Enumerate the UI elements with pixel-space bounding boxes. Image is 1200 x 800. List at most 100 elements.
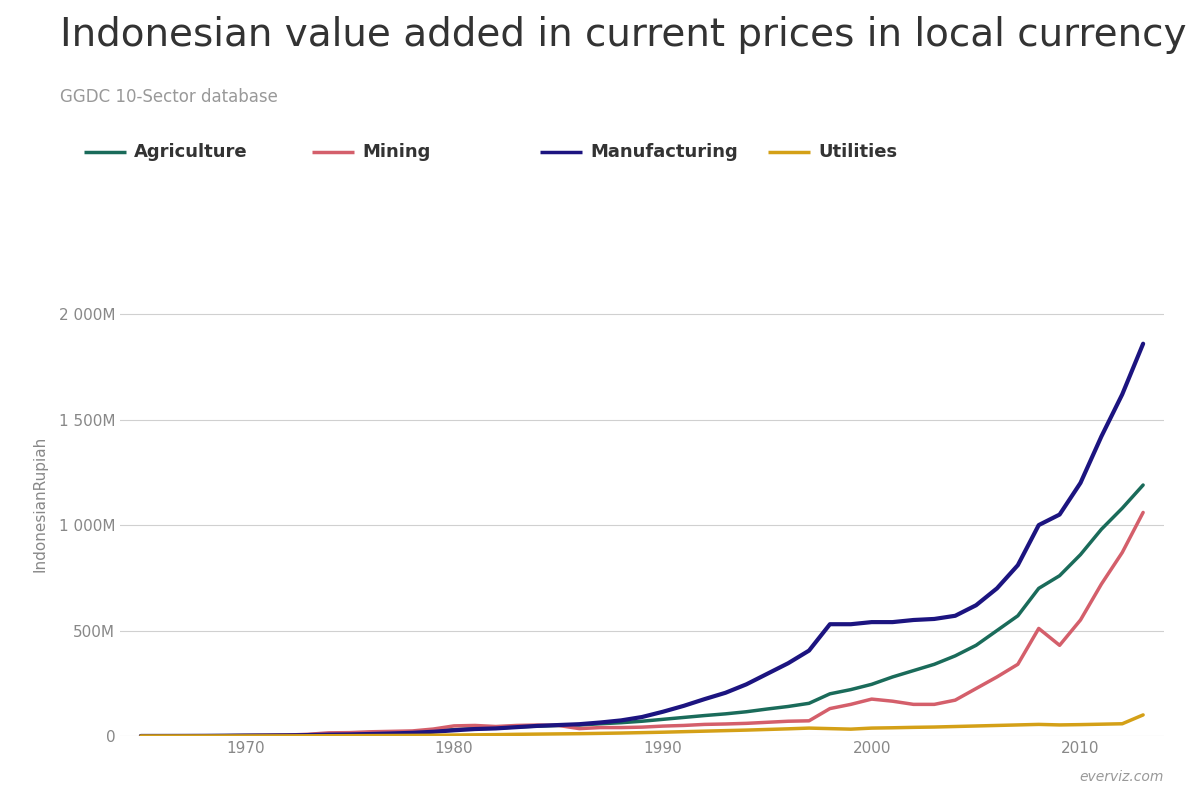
Mining	[906, 699, 920, 709]
Mining	[384, 726, 398, 736]
Utilities	[280, 731, 294, 741]
Manufacturing	[280, 730, 294, 740]
Mining	[572, 724, 587, 734]
Utilities	[823, 724, 838, 734]
Utilities	[635, 728, 649, 738]
Manufacturing	[510, 722, 524, 732]
Mining	[1073, 615, 1087, 625]
Utilities	[510, 730, 524, 739]
Mining	[593, 722, 607, 732]
Mining	[488, 722, 503, 731]
Manufacturing	[1052, 510, 1067, 519]
Utilities	[446, 730, 461, 740]
Mining	[301, 730, 316, 739]
Manufacturing	[551, 720, 565, 730]
Agriculture	[322, 730, 336, 739]
Mining	[823, 704, 838, 714]
Agriculture	[886, 672, 900, 682]
Agriculture	[844, 685, 858, 694]
Utilities	[175, 731, 190, 741]
Mining	[197, 731, 211, 741]
Mining	[928, 699, 942, 709]
Utilities	[864, 723, 878, 733]
Agriculture	[948, 651, 962, 661]
Manufacturing	[990, 583, 1004, 593]
Agriculture	[928, 659, 942, 669]
Manufacturing	[530, 721, 545, 730]
Agriculture	[1094, 525, 1109, 534]
Utilities	[781, 724, 796, 734]
Agriculture	[133, 731, 148, 741]
Mining	[739, 718, 754, 728]
Agriculture	[719, 709, 733, 718]
Mining	[364, 727, 378, 737]
Mining	[781, 717, 796, 726]
Mining	[1052, 641, 1067, 650]
Manufacturing	[781, 658, 796, 668]
Agriculture	[1052, 571, 1067, 581]
Utilities	[1032, 720, 1046, 730]
Mining	[1032, 624, 1046, 634]
Mining	[551, 721, 565, 730]
Agriculture	[426, 726, 440, 736]
Mining	[133, 731, 148, 741]
Manufacturing	[238, 731, 252, 741]
Text: Manufacturing: Manufacturing	[590, 143, 738, 161]
Agriculture	[384, 728, 398, 738]
Manufacturing	[948, 611, 962, 621]
Mining	[446, 721, 461, 730]
Mining	[1115, 548, 1129, 558]
Text: Indonesian value added in current prices in local currency: Indonesian value added in current prices…	[60, 16, 1187, 54]
Agriculture	[697, 710, 712, 720]
Manufacturing	[364, 729, 378, 738]
Agriculture	[906, 666, 920, 675]
Mining	[844, 699, 858, 709]
Manufacturing	[446, 726, 461, 735]
Manufacturing	[217, 731, 232, 741]
Mining	[760, 718, 774, 727]
Agriculture	[468, 724, 482, 734]
Utilities	[406, 730, 420, 740]
Manufacturing	[133, 731, 148, 741]
Agriculture	[510, 722, 524, 732]
Utilities	[968, 721, 983, 730]
Manufacturing	[823, 619, 838, 629]
Manufacturing	[719, 688, 733, 698]
Agriculture	[238, 730, 252, 740]
Manufacturing	[572, 719, 587, 729]
Manufacturing	[322, 730, 336, 739]
Utilities	[697, 726, 712, 736]
Mining	[238, 730, 252, 740]
Utilities	[677, 727, 691, 737]
Agriculture	[593, 719, 607, 729]
Manufacturing	[886, 618, 900, 627]
Utilities	[990, 721, 1004, 730]
Manufacturing	[928, 614, 942, 624]
Utilities	[906, 722, 920, 732]
Mining	[175, 731, 190, 741]
Agriculture	[1032, 583, 1046, 593]
Manufacturing	[406, 728, 420, 738]
Utilities	[1073, 720, 1087, 730]
Manufacturing	[468, 724, 482, 734]
Utilities	[217, 731, 232, 741]
Manufacturing	[677, 701, 691, 710]
Manufacturing	[1094, 432, 1109, 442]
Agriculture	[1115, 503, 1129, 513]
Manufacturing	[1010, 560, 1025, 570]
Text: Utilities: Utilities	[818, 143, 898, 161]
Utilities	[1052, 720, 1067, 730]
Mining	[655, 722, 670, 731]
Manufacturing	[697, 694, 712, 704]
Utilities	[468, 730, 482, 740]
Agriculture	[823, 689, 838, 698]
Mining	[468, 721, 482, 730]
Agriculture	[802, 698, 816, 708]
Agriculture	[364, 729, 378, 738]
Agriculture	[968, 641, 983, 650]
Utilities	[844, 724, 858, 734]
Text: everviz.com: everviz.com	[1080, 770, 1164, 784]
Manufacturing	[301, 730, 316, 740]
Utilities	[886, 723, 900, 733]
Y-axis label: IndonesianRupiah: IndonesianRupiah	[32, 436, 48, 572]
